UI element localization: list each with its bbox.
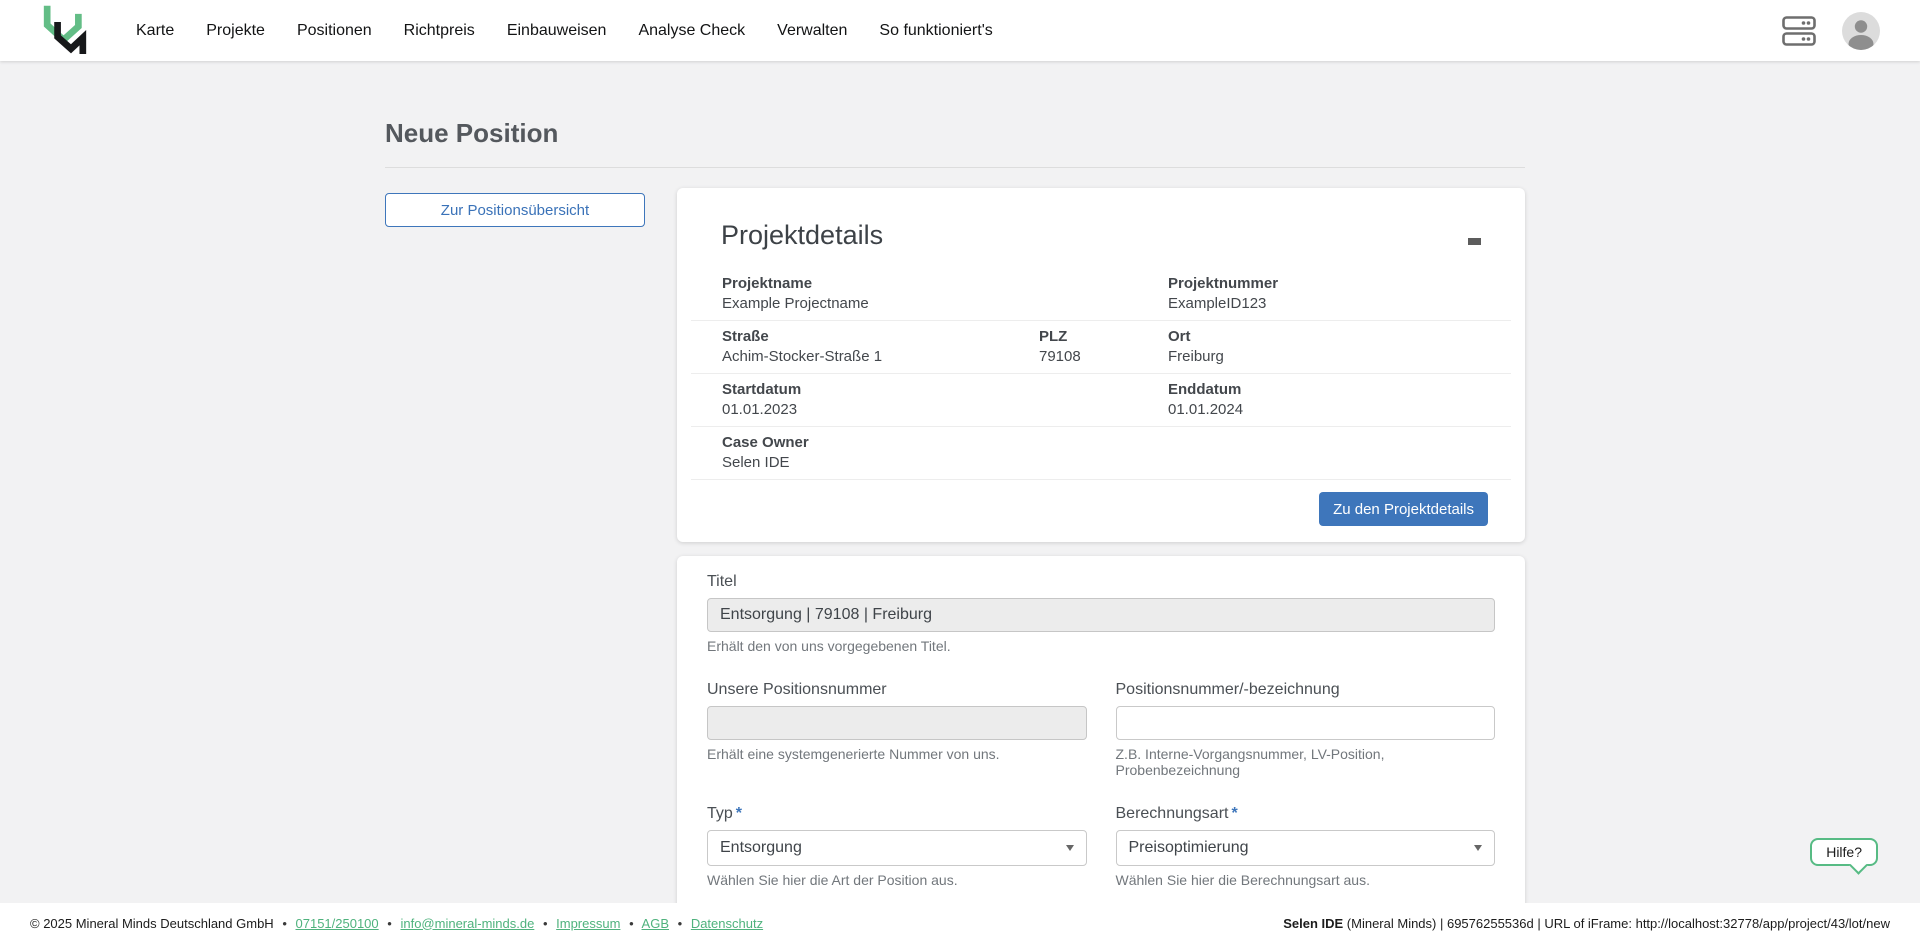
project-row-name: Projektname Example Projectname Projektn… [691,268,1511,321]
titel-help: Erhält den von uns vorgegebenen Titel. [707,638,951,654]
nav-item-richtpreis[interactable]: Richtpreis [403,22,475,39]
field-startdatum: Startdatum 01.01.2023 [722,381,802,418]
app-logo[interactable] [40,2,90,59]
new-position-form-card: Titel Erhält den von uns vorgegebenen Ti… [677,556,1525,943]
phone-link[interactable]: 07151/250100 [295,915,379,931]
unsere-positionsnummer-label: Unsere Positionsnummer [707,681,887,698]
unsere-positionsnummer-help: Erhält eine systemgenerierte Nummer von … [707,746,1000,762]
agb-link[interactable]: AGB [641,915,669,931]
top-navbar: Karte Projekte Positionen Richtpreis Ein… [0,0,1920,61]
typ-group: Typ * Entsorgung Wählen Sie hier die Art … [707,804,1087,888]
titel-group: Titel Erhält den von uns vorgegebenen Ti… [707,572,1495,654]
field-enddatum: Enddatum 01.01.2024 [1168,381,1244,418]
typ-help: Wählen Sie hier die Art der Position aus… [707,872,958,888]
unsere-positionsnummer-group: Unsere Positionsnummer Erhält eine syste… [707,680,1087,778]
user-avatar-icon[interactable] [1842,11,1880,50]
required-asterisk: * [1231,805,1238,822]
positionsnummer-group: Positionsnummer/-bezeichnung Z.B. Intern… [1115,680,1495,778]
project-row-address: Straße Achim-Stocker-Straße 1 PLZ 79108 … [691,321,1511,374]
help-button[interactable]: Hilfe? [1810,838,1878,875]
positionsnummer-label: Positionsnummer/-bezeichnung [1115,681,1340,698]
nav-item-so-funktionierts[interactable]: So funktioniert's [879,22,993,39]
typ-select[interactable]: Entsorgung [707,830,1087,866]
positionsnummer-help: Z.B. Interne-Vorgangsnummer, LV-Position… [1115,746,1385,778]
main-content: Neue Position Zur Positionsübersicht Pro… [385,61,1525,943]
footer-left: © 2025 Mineral Minds Deutschland GmbH • … [30,915,764,931]
chevron-down-icon [1474,845,1482,851]
nav-item-positionen[interactable]: Positionen [296,22,372,39]
project-details-card: Projektdetails Projektname Example Proje… [677,188,1525,542]
email-link[interactable]: info@mineral-minds.de [400,915,535,931]
typ-label: Typ * [707,805,743,822]
nav-item-einbauweisen[interactable]: Einbauweisen [506,22,607,39]
datenschutz-link[interactable]: Datenschutz [690,915,764,931]
impressum-link[interactable]: Impressum [556,915,621,931]
field-plz: PLZ 79108 [1039,328,1081,365]
collapse-card-button[interactable] [1462,232,1487,251]
field-ort: Ort Freiburg [1168,328,1224,365]
project-details-button[interactable]: Zu den Projektdetails [1319,492,1488,526]
unsere-positionsnummer-input [707,706,1087,740]
field-strasse: Straße Achim-Stocker-Straße 1 [722,328,883,365]
field-case-owner: Case Owner Selen IDE [722,434,809,471]
berechnungsart-select[interactable]: Preisoptimierung [1115,830,1495,866]
footer: © 2025 Mineral Minds Deutschland GmbH • … [0,903,1920,943]
project-row-owner: Case Owner Selen IDE [691,427,1511,480]
chevron-down-icon [1065,845,1074,851]
titel-input [707,598,1495,632]
project-row-dates: Startdatum 01.01.2023 Enddatum 01.01.202… [691,374,1511,427]
title-divider [385,167,1525,168]
field-projektname: Projektname Example Projectname [722,275,869,312]
minus-icon [1468,238,1481,245]
positionsnummer-input[interactable] [1115,706,1495,740]
mineral-minds-logo-icon [40,2,90,59]
page-title: Neue Position [385,118,559,148]
nav-item-verwalten[interactable]: Verwalten [777,22,848,39]
titel-label: Titel [707,573,737,590]
required-asterisk: * [735,805,743,822]
field-projektnummer: Projektnummer ExampleID123 [1168,275,1279,312]
berechnungsart-label: Berechnungsart * [1115,805,1238,822]
berechnungsart-help: Wählen Sie hier die Berechnungsart aus. [1115,872,1370,888]
nav-item-analyse-check[interactable]: Analyse Check [638,22,746,39]
footer-session-info: Selen IDE (Mineral Minds) | 69576255536d… [1283,915,1890,931]
copyright-text: © 2025 Mineral Minds Deutschland GmbH [30,915,274,931]
back-to-positions-button[interactable]: Zur Positionsübersicht [385,193,645,227]
project-card-title: Projektdetails [721,220,884,250]
nav-item-karte[interactable]: Karte [136,22,175,39]
server-icon[interactable] [1782,15,1816,47]
nav-item-projekte[interactable]: Projekte [206,22,265,39]
berechnungsart-group: Berechnungsart * Preisoptimierung Wählen … [1115,804,1495,888]
